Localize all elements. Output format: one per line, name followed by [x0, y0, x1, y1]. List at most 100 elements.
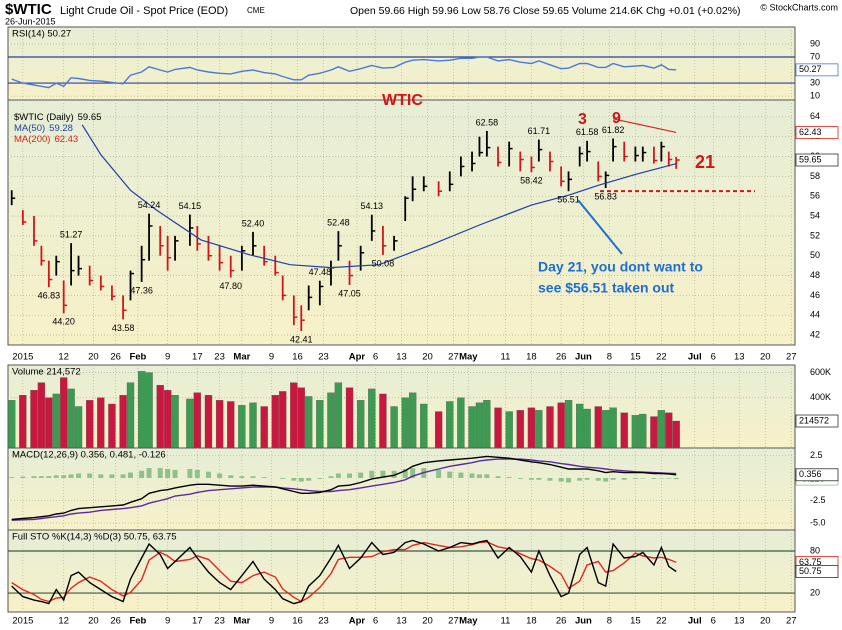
volume-bar — [249, 402, 257, 449]
panel — [7, 529, 796, 613]
x-tick-label: 6 — [373, 352, 378, 363]
histogram-bar — [317, 477, 323, 479]
price-annotation: 51.27 — [60, 230, 83, 240]
x-tick-label: May — [459, 352, 478, 363]
quote: Open 59.66 High 59.96 Low 58.76 Close 59… — [350, 5, 741, 17]
x-tick-label: 11 — [501, 352, 511, 363]
value-box-label: 50.27 — [799, 64, 822, 74]
x-tick-label: 22 — [656, 616, 667, 627]
value-box-frame — [795, 63, 839, 77]
histogram-bar — [53, 475, 59, 478]
value-box: 50.27 — [795, 63, 839, 77]
volume-bar — [86, 400, 94, 449]
histogram-bar — [61, 475, 67, 478]
price-annotation: 54.24 — [138, 200, 161, 210]
legend-entry: MA(200) 62.43 — [14, 134, 78, 145]
volume-bar — [156, 384, 164, 449]
histogram-bar — [358, 472, 364, 478]
y-tick-label: 42 — [810, 329, 820, 339]
histogram-bar — [280, 477, 286, 479]
series-line — [11, 539, 677, 605]
volume-bar — [327, 392, 335, 449]
price-annotation: 50.08 — [372, 258, 395, 268]
exchange: CME — [247, 6, 265, 15]
price-annotation: 62.58 — [476, 117, 499, 127]
histogram-bar — [673, 477, 679, 480]
histogram-bar — [335, 473, 341, 478]
x-tick-label: 18 — [526, 352, 537, 363]
y-tick-label: 48 — [810, 270, 820, 280]
x-tick-label: 20 — [760, 616, 771, 627]
price-annotation: 61.71 — [528, 126, 551, 136]
y-tick-label: 52 — [810, 230, 820, 240]
volume-bar — [52, 393, 60, 449]
panel-title: MACD(12,26,9) 0.356, 0.481, -0.126 — [12, 450, 166, 461]
value-box: 0.356 — [795, 468, 839, 482]
histogram-bar — [476, 474, 482, 478]
volume-bar — [279, 391, 287, 449]
x-tick-label: 26 — [556, 616, 567, 627]
x-tick-label: 26 — [110, 616, 121, 627]
volume-bar — [30, 390, 38, 449]
volume-bar — [163, 390, 172, 449]
volume-bar — [145, 372, 153, 449]
histogram-bar — [128, 472, 134, 478]
volume-bar — [390, 406, 398, 449]
x-tick-label: 12 — [58, 352, 69, 363]
y-tick-label: 20 — [810, 587, 820, 597]
y-tick-label: 10 — [810, 90, 820, 100]
x-tick-label: Jul — [688, 352, 702, 363]
volume-bar — [204, 395, 213, 449]
x-tick-label: 8 — [607, 352, 612, 363]
moving-average — [81, 124, 677, 269]
symbol: $WTIC — [5, 1, 52, 18]
histogram-bar — [436, 469, 442, 478]
histogram-bar — [547, 477, 553, 481]
volume-bar — [74, 406, 83, 449]
volume-bar — [408, 392, 417, 449]
x-tick-label: 13 — [396, 352, 407, 363]
x-tick-label: 20 — [760, 352, 771, 363]
note: see $56.51 taken out — [538, 280, 675, 296]
y-tick-label: 30 — [810, 77, 820, 87]
value-box-label: 63.75 — [799, 557, 822, 567]
volume-bar — [457, 397, 465, 449]
volume-bar — [494, 407, 502, 449]
volume-bar — [297, 387, 305, 449]
volume-bar — [108, 403, 116, 449]
series-line — [11, 541, 677, 603]
legend-name: MA(200) — [14, 134, 50, 145]
x-tick-label: 15 — [630, 616, 641, 627]
x-tick-label: 27 — [448, 616, 459, 627]
price-annotation: 47.80 — [219, 281, 242, 291]
histogram-bar — [109, 474, 115, 478]
x-tick-label: 12 — [58, 616, 69, 627]
histogram-bar — [566, 477, 572, 483]
volume-bar — [290, 382, 298, 449]
panel — [7, 447, 796, 531]
volume-bar — [609, 407, 617, 449]
credit: © StockCharts.com — [760, 2, 838, 12]
volume-bar — [639, 413, 647, 449]
x-tick-label: 16 — [292, 352, 303, 363]
histogram-bar — [261, 477, 267, 478]
price-annotation: 56.51 — [557, 195, 580, 205]
y-tick-label: 54 — [810, 210, 820, 220]
histogram-bar — [506, 477, 512, 478]
volume-bar — [583, 408, 591, 449]
value-box-frame — [795, 153, 839, 167]
price-annotation: 56.83 — [594, 191, 617, 201]
histogram-bar — [217, 473, 223, 478]
volume-bar — [238, 405, 246, 449]
volume-bar — [535, 410, 543, 449]
x-tick-label: Jun — [575, 616, 592, 627]
histogram-bar — [31, 476, 37, 478]
volume-bar — [137, 371, 146, 449]
volume-bar — [564, 400, 573, 449]
x-tick-label: 17 — [192, 616, 203, 627]
volume-bar — [401, 397, 409, 449]
volume-bar — [657, 410, 666, 449]
histogram-bar — [610, 477, 616, 480]
x-tick-label: 22 — [656, 352, 667, 363]
value-box: 59.65 — [795, 153, 839, 167]
